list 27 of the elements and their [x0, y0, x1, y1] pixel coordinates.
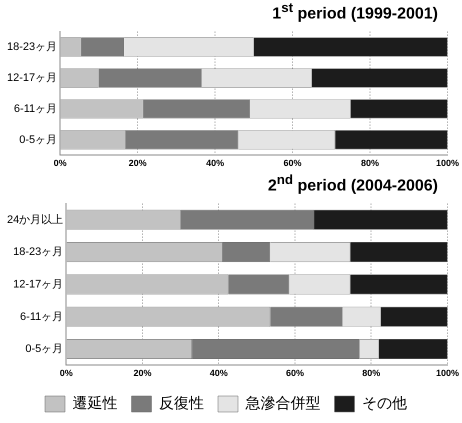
legend-label: 反復性	[159, 395, 204, 412]
x-tick-label: 80%	[361, 158, 380, 168]
y-tick-label: 0-5ヶ月	[19, 134, 58, 146]
y-tick-label: 12-17ヶ月	[6, 72, 58, 84]
x-tick-label: 0%	[54, 158, 67, 168]
x-tick-label: 60%	[286, 368, 304, 378]
x-tick-label: 80%	[362, 368, 380, 378]
chart-title: 2$^{nd}$ period (2004-2006)	[266, 172, 439, 194]
x-tick-label: 20%	[128, 158, 147, 168]
x-tick-label: 100%	[436, 368, 460, 378]
x-tick-label: 40%	[206, 158, 224, 168]
y-tick-label: 6-11ヶ月	[20, 310, 64, 323]
y-tick-label: 0-5ヶ月	[25, 343, 64, 356]
x-tick-label: 40%	[210, 368, 228, 378]
y-tick-label: 12-17ヶ月	[13, 278, 64, 290]
y-tick-label: 18-23ヶ月	[6, 41, 58, 54]
x-tick-label: 20%	[133, 368, 152, 378]
y-tick-label: 24か月以上	[6, 212, 64, 226]
y-tick-label: 6-11ヶ月	[14, 102, 58, 115]
x-tick-label: 100%	[436, 158, 460, 168]
x-tick-label: 60%	[284, 158, 302, 168]
legend-label: 急滲合併型	[244, 395, 320, 412]
legend-label: 遷延性	[72, 395, 118, 412]
chart-title: 1$^{st}$ period (1999-2001)	[271, 0, 439, 22]
x-tick-label: 0%	[60, 368, 73, 378]
legend-label: その他	[362, 395, 407, 412]
y-tick-label: 18-23ヶ月	[13, 246, 64, 258]
